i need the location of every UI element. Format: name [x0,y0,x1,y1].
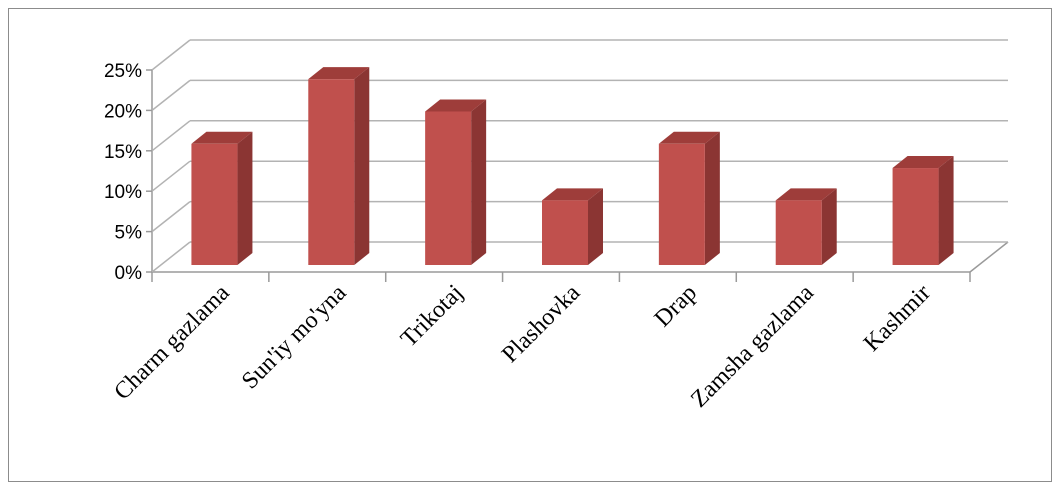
gridline-side [151,39,191,71]
bar-top [191,131,253,144]
bar [658,131,720,265]
gridline-side [151,79,191,111]
x-category-label: Charm gazlama [109,280,235,406]
bar-front [775,200,822,265]
chart-walls [151,70,1009,273]
bar-top [892,156,954,169]
bar-side [938,156,954,265]
bar-side [588,188,603,265]
bars [191,67,954,265]
x-category-label: Plashovka [497,280,585,368]
bar-front [425,111,472,265]
y-tick-label: 5% [115,223,143,244]
bar-front [308,79,355,265]
x-category-label: Zamsha gazlama [686,280,819,413]
x-category-label: Sun'iy mo'yna [237,280,352,395]
bar-front [191,143,238,265]
y-tick-label: 0% [115,263,143,284]
bar [308,67,370,265]
bar-side [354,67,370,265]
bar [542,188,603,265]
bar-side [237,131,253,265]
bar [775,188,837,265]
bar-side [471,99,487,265]
x-category-label: Trikotaj [396,280,468,352]
gridline-side [151,120,191,152]
gridline-side [151,201,191,233]
y-axis-ticks: 0% 5% 10% 15% 20% 25% [104,61,152,284]
y-tick-label: 25% [104,61,142,82]
x-category-label: Kashmir [859,280,936,357]
x-axis-ticks [151,272,971,282]
x-axis-labels: Charm gazlama Sun'iy mo'yna Trikotaj Plasho… [109,280,935,413]
bar-top [425,99,487,112]
bar [892,156,954,265]
bar-top [775,188,837,201]
bar-front [658,143,705,265]
bar-top [308,67,370,80]
y-tick-label: 10% [104,182,142,203]
floor-right-edge [969,241,1009,273]
bar-front [892,168,939,265]
y-tick-label: 15% [104,142,142,163]
y-tick-label: 20% [104,101,142,122]
x-category-label: Drap [650,280,702,332]
bar-side [704,131,720,265]
bar [191,131,253,265]
bar-top [658,131,720,144]
bar-top [542,188,603,201]
gridline-side [151,241,191,273]
bar-front [542,200,588,265]
gridline-side [151,160,191,192]
bar [425,99,487,265]
bar-side [821,188,837,265]
